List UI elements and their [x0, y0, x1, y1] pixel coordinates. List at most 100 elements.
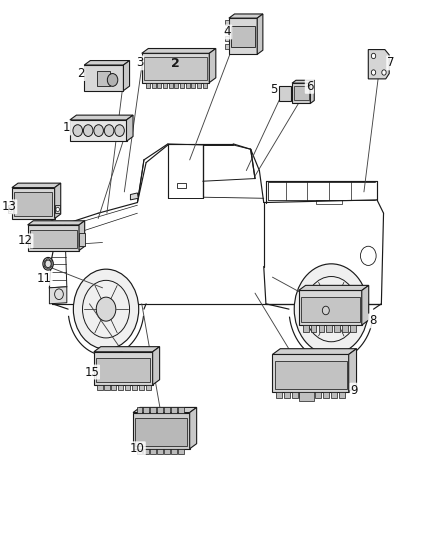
Bar: [144, 449, 149, 454]
Circle shape: [371, 53, 376, 59]
Bar: [28, 225, 79, 251]
Bar: [7, 205, 13, 213]
Bar: [331, 392, 337, 398]
Bar: [70, 120, 127, 141]
Polygon shape: [94, 346, 159, 352]
Bar: [133, 413, 190, 449]
Polygon shape: [84, 61, 130, 65]
Bar: [303, 325, 309, 332]
Circle shape: [104, 125, 114, 136]
Text: 3: 3: [136, 56, 143, 69]
Bar: [96, 358, 151, 382]
Text: 11: 11: [37, 272, 52, 285]
Bar: [226, 36, 229, 41]
Polygon shape: [299, 285, 369, 290]
Bar: [97, 385, 102, 390]
Bar: [139, 385, 145, 390]
Bar: [55, 205, 60, 213]
Circle shape: [83, 125, 93, 136]
Bar: [339, 392, 345, 398]
Text: 8: 8: [369, 314, 376, 327]
Text: 15: 15: [84, 366, 99, 378]
Polygon shape: [190, 407, 197, 449]
Text: 13: 13: [1, 200, 16, 213]
Polygon shape: [209, 49, 216, 83]
Bar: [323, 392, 329, 398]
Bar: [146, 385, 152, 390]
Text: 7: 7: [387, 56, 395, 69]
Bar: [171, 407, 177, 413]
Bar: [163, 83, 167, 88]
Bar: [146, 83, 150, 88]
Bar: [164, 407, 170, 413]
Bar: [342, 325, 348, 332]
Bar: [104, 385, 110, 390]
Bar: [334, 325, 340, 332]
Bar: [279, 86, 291, 101]
Polygon shape: [127, 115, 133, 141]
Polygon shape: [368, 50, 389, 79]
Bar: [307, 392, 314, 398]
Text: 6: 6: [306, 80, 313, 93]
Bar: [226, 44, 229, 49]
Bar: [151, 449, 155, 454]
Bar: [142, 53, 209, 83]
Polygon shape: [142, 49, 216, 53]
Bar: [14, 192, 52, 216]
Bar: [84, 65, 124, 91]
Bar: [157, 449, 162, 454]
Polygon shape: [272, 349, 357, 354]
Polygon shape: [55, 183, 61, 219]
Bar: [171, 449, 177, 454]
Bar: [186, 83, 190, 88]
Circle shape: [94, 125, 103, 136]
Text: 2: 2: [77, 67, 85, 80]
Bar: [30, 230, 77, 248]
Bar: [294, 86, 309, 100]
Circle shape: [371, 70, 376, 75]
Bar: [292, 83, 311, 103]
Bar: [125, 385, 131, 390]
Circle shape: [8, 207, 12, 212]
Polygon shape: [257, 14, 263, 54]
Polygon shape: [131, 193, 138, 200]
Bar: [311, 325, 316, 332]
Bar: [12, 188, 55, 219]
Bar: [318, 325, 324, 332]
Polygon shape: [133, 407, 197, 413]
Circle shape: [382, 70, 386, 75]
Bar: [299, 392, 314, 401]
Bar: [178, 449, 184, 454]
Bar: [180, 83, 184, 88]
Bar: [284, 392, 290, 398]
Bar: [118, 385, 124, 390]
Bar: [111, 385, 117, 390]
Bar: [326, 325, 332, 332]
Polygon shape: [292, 80, 314, 83]
Bar: [226, 20, 229, 25]
Polygon shape: [124, 61, 130, 91]
Bar: [135, 418, 187, 446]
Circle shape: [322, 306, 329, 314]
Polygon shape: [362, 285, 369, 325]
Bar: [350, 325, 356, 332]
Bar: [157, 407, 162, 413]
Bar: [203, 83, 207, 88]
Polygon shape: [28, 221, 85, 225]
Bar: [178, 407, 184, 413]
Polygon shape: [12, 183, 61, 188]
Text: 12: 12: [18, 235, 32, 247]
Polygon shape: [49, 287, 67, 304]
Bar: [232, 26, 254, 47]
Polygon shape: [70, 115, 133, 120]
Bar: [272, 354, 349, 392]
Polygon shape: [229, 14, 263, 18]
Circle shape: [294, 264, 368, 354]
Bar: [144, 407, 149, 413]
Bar: [191, 83, 195, 88]
Circle shape: [73, 269, 139, 349]
Bar: [174, 83, 178, 88]
Bar: [137, 407, 142, 413]
Text: 4: 4: [224, 26, 231, 38]
Bar: [169, 83, 173, 88]
